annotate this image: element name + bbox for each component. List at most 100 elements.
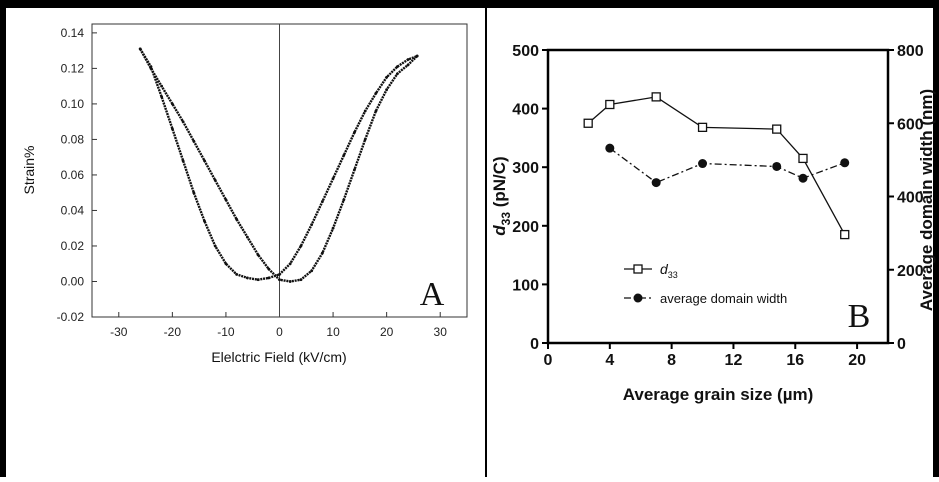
series-d33-point xyxy=(772,124,782,134)
panel-a-point xyxy=(149,65,153,69)
panel-b-left-y-tick-label: 500 xyxy=(512,43,539,60)
left-y-label-sub: 33 xyxy=(499,212,513,226)
panel-a-point xyxy=(235,217,239,221)
series-d33-point xyxy=(697,122,708,133)
panel-b-x-axis-label: Average grain size (µm) xyxy=(623,385,814,404)
panel-a-point xyxy=(363,109,367,113)
panel-a-point xyxy=(353,168,356,172)
panel-b-x-tick-label: 20 xyxy=(848,352,866,369)
panel-a-y-tick-label: 0.02 xyxy=(61,239,85,253)
panel-b-x-tick-label: 8 xyxy=(667,352,676,369)
panel-a-x-tick-label: -20 xyxy=(164,325,182,339)
series-d33-point xyxy=(583,118,593,128)
figure-border-right xyxy=(933,0,939,477)
panel-a-point xyxy=(310,269,314,273)
series-d33-point xyxy=(798,153,808,164)
panel-a-point xyxy=(299,278,303,282)
panel-a-point xyxy=(245,235,249,239)
panel-a-point xyxy=(235,272,239,276)
panel-a-point xyxy=(138,47,142,51)
panel-a-point xyxy=(245,276,249,280)
panel-a-point xyxy=(224,262,228,266)
panel-b-right-y-axis-label: Average domain width (nm) xyxy=(917,89,936,311)
panel-a-x-tick-label: 30 xyxy=(434,325,448,339)
panel-a-point xyxy=(363,138,367,141)
panel-a-point xyxy=(203,159,206,163)
panel-a-point xyxy=(181,159,185,163)
panel-a-point xyxy=(415,54,419,58)
panel-b-right-y-tick-label: 200 xyxy=(897,263,924,280)
series-domain-width-point xyxy=(772,161,782,171)
panel-a-point xyxy=(192,139,196,143)
left-y-label-italic: d xyxy=(490,225,509,236)
panel-a-point xyxy=(320,251,324,255)
panel-a-y-axis-label: Strain% xyxy=(21,145,37,194)
figure-border-left xyxy=(0,0,6,477)
legend-width-marker xyxy=(633,293,643,303)
panel-b-x-tick-label: 12 xyxy=(725,352,743,369)
panel-a-x-tick-label: 20 xyxy=(380,325,394,339)
panel-b-right-y-tick-label: 600 xyxy=(897,116,924,133)
series-domain-width-point xyxy=(605,143,615,153)
panel-a-x-tick-label: -10 xyxy=(217,325,235,339)
panel-a-x-tick-label: -30 xyxy=(110,325,128,339)
panel-a-point xyxy=(406,58,410,61)
panel-b-left-y-axis-label: d33 (pN/C) xyxy=(490,156,513,235)
panel-a-point xyxy=(213,178,217,182)
panel-a-point xyxy=(160,84,164,88)
panel-a-label: A xyxy=(420,276,445,313)
panel-a-y-tick-label: 0.08 xyxy=(61,132,85,146)
panel-b-legend: d33 average domain width xyxy=(624,261,787,306)
panel-a-y-tick-label: 0.10 xyxy=(61,97,85,111)
figure-border-top xyxy=(0,0,939,8)
panel-a-y-tick-label: 0.00 xyxy=(61,274,85,288)
panel-a-point xyxy=(170,102,174,106)
legend-d33-sub: 33 xyxy=(668,270,678,280)
panel-a-point xyxy=(342,198,346,202)
panel-b-left-y-tick-label: 400 xyxy=(512,102,539,119)
panel-a-point xyxy=(299,244,303,248)
panel-a-y-tick-label: 0.06 xyxy=(61,168,85,182)
panel-a-point xyxy=(395,65,399,69)
panel-b-left-y-tick-label: 0 xyxy=(530,336,539,353)
panel-a-x-ticks: -30 -20 -10 0 10 20 30 xyxy=(110,312,447,339)
panel-a-point xyxy=(395,72,399,76)
series-domain-width-point xyxy=(651,178,661,188)
panel-a-y-tick-label: -0.02 xyxy=(57,310,85,324)
panel-a-point xyxy=(331,177,335,180)
panel-b-left-y-tick-label: 100 xyxy=(512,277,539,294)
panel-b-series xyxy=(583,92,850,240)
series-domain-width-point xyxy=(698,159,708,169)
panel-a-point xyxy=(278,278,281,282)
legend-d33-label: d33 xyxy=(660,261,678,280)
series-domain-width-point xyxy=(840,158,850,168)
panel-a-y-ticks: -0.02 0.00 0.02 0.04 0.06 0.08 0.10 0.12 0.14 xyxy=(57,26,97,324)
series-domain-width-line xyxy=(609,147,845,184)
panel-a-point xyxy=(192,191,196,195)
panel-a-point xyxy=(267,276,271,280)
panel-a-point xyxy=(181,120,185,124)
panel-a-point xyxy=(256,253,260,257)
legend-d33-marker xyxy=(633,264,643,274)
panel-a-point xyxy=(170,127,174,131)
panel-b-right-y-ticks: 0 200 400 600 800 xyxy=(888,43,924,353)
panel-a-point xyxy=(320,200,324,203)
panel-b-x-ticks: 0 4 8 12 16 20 xyxy=(544,343,866,369)
panel-b: 0 100 200 300 400 500 0 200 400 600 800 0 4 8 12 16 20… xyxy=(490,43,936,404)
left-y-label-rest: (pN/C) xyxy=(490,156,509,212)
series-domain-width-point xyxy=(798,173,808,183)
panel-a-point xyxy=(385,88,389,92)
panel-a: -0.02 0.00 0.02 0.04 0.06 0.08 0.10 0.12 0.14 -3… xyxy=(21,23,468,365)
panel-a-point xyxy=(256,278,260,282)
panel-a-series xyxy=(138,47,419,283)
panel-a-point xyxy=(203,219,206,223)
panel-b-right-y-tick-label: 400 xyxy=(897,190,924,207)
panel-b-x-tick-label: 16 xyxy=(786,352,804,369)
panel-a-point xyxy=(374,109,378,113)
panel-a-point xyxy=(288,262,292,266)
panel-a-y-tick-label: 0.14 xyxy=(61,26,85,40)
panel-a-point xyxy=(342,154,346,157)
panel-a-y-tick-label: 0.12 xyxy=(61,61,85,75)
